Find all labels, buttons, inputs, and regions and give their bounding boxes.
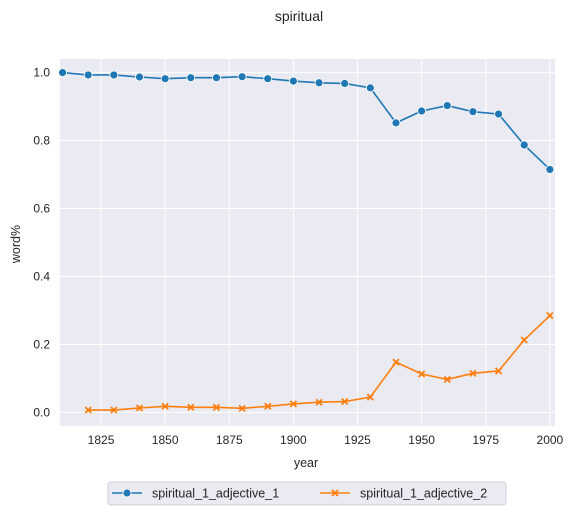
y-tick-label: 0.2 bbox=[33, 337, 50, 351]
data-point bbox=[135, 404, 144, 412]
data-point bbox=[264, 402, 272, 410]
x-tick-label: 1875 bbox=[216, 433, 243, 447]
x-tick-label: 1900 bbox=[280, 433, 307, 447]
x-tick-label: 1925 bbox=[344, 433, 371, 447]
data-point bbox=[84, 406, 92, 414]
x-tick-label: 1850 bbox=[152, 433, 179, 447]
data-point bbox=[468, 107, 478, 117]
data-point bbox=[110, 406, 118, 414]
legend-label: spiritual_1_adjective_1 bbox=[152, 487, 279, 501]
y-tick-label: 0.6 bbox=[33, 202, 50, 216]
data-point bbox=[391, 118, 401, 128]
legend-marker bbox=[331, 489, 339, 497]
data-point bbox=[340, 79, 350, 88]
data-point bbox=[160, 74, 170, 84]
data-point bbox=[186, 73, 196, 83]
data-point bbox=[392, 358, 400, 366]
data-point bbox=[212, 403, 221, 411]
x-tick-label: 1825 bbox=[88, 433, 115, 447]
plot-area bbox=[60, 59, 555, 426]
data-point bbox=[58, 68, 67, 77]
data-point bbox=[365, 83, 375, 93]
legend-item: spiritual_1_adjective_1 bbox=[112, 487, 279, 501]
data-point bbox=[289, 400, 298, 408]
legend: spiritual_1_adjective_1 spiritual_1_adjec… bbox=[107, 481, 507, 506]
series-2 bbox=[84, 311, 554, 414]
data-point bbox=[545, 165, 555, 174]
data-point bbox=[469, 369, 477, 377]
y-tick-label: 0.4 bbox=[33, 269, 50, 283]
x-axis-label: year bbox=[294, 456, 318, 470]
data-point bbox=[161, 402, 169, 410]
data-point bbox=[315, 398, 323, 406]
x-tick-label: 1975 bbox=[472, 433, 499, 447]
y-axis: 0.0 0.2 0.4 0.6 0.8 1.0 bbox=[33, 66, 50, 420]
data-point bbox=[263, 74, 273, 84]
data-point bbox=[109, 70, 119, 80]
data-point bbox=[442, 101, 452, 110]
data-point bbox=[519, 140, 529, 150]
data-point bbox=[187, 403, 195, 411]
legend-item: spiritual_1_adjective_2 bbox=[320, 487, 487, 501]
grid-lines bbox=[60, 59, 555, 426]
data-point bbox=[546, 311, 554, 320]
legend-marker bbox=[122, 488, 132, 498]
data-point bbox=[417, 370, 426, 378]
data-point bbox=[135, 72, 144, 82]
y-tick-label: 0.8 bbox=[33, 134, 50, 148]
data-point bbox=[83, 70, 93, 80]
series-group bbox=[58, 68, 555, 414]
data-point bbox=[341, 397, 349, 406]
x-axis: 1825 1850 1875 1900 1925 1950 1975 2000 bbox=[88, 433, 564, 447]
y-tick-label: 0.0 bbox=[33, 405, 50, 419]
x-tick-label: 1950 bbox=[408, 433, 435, 447]
data-point bbox=[288, 76, 298, 86]
y-axis-label: word% bbox=[9, 225, 23, 264]
data-point bbox=[237, 72, 247, 82]
legend-label: spiritual_1_adjective_2 bbox=[360, 487, 487, 501]
series-1 bbox=[58, 68, 555, 174]
x-tick-label: 2000 bbox=[537, 433, 564, 447]
data-point bbox=[494, 109, 503, 119]
data-point bbox=[238, 404, 246, 412]
data-point bbox=[520, 336, 528, 344]
data-point bbox=[314, 78, 324, 88]
data-point bbox=[212, 73, 221, 83]
data-point bbox=[417, 106, 427, 116]
legend-box bbox=[107, 481, 507, 506]
chart-title: spiritual bbox=[275, 8, 323, 24]
y-tick-label: 1.0 bbox=[33, 66, 50, 80]
data-point bbox=[366, 393, 374, 401]
data-point bbox=[494, 367, 503, 375]
data-point bbox=[443, 375, 451, 384]
